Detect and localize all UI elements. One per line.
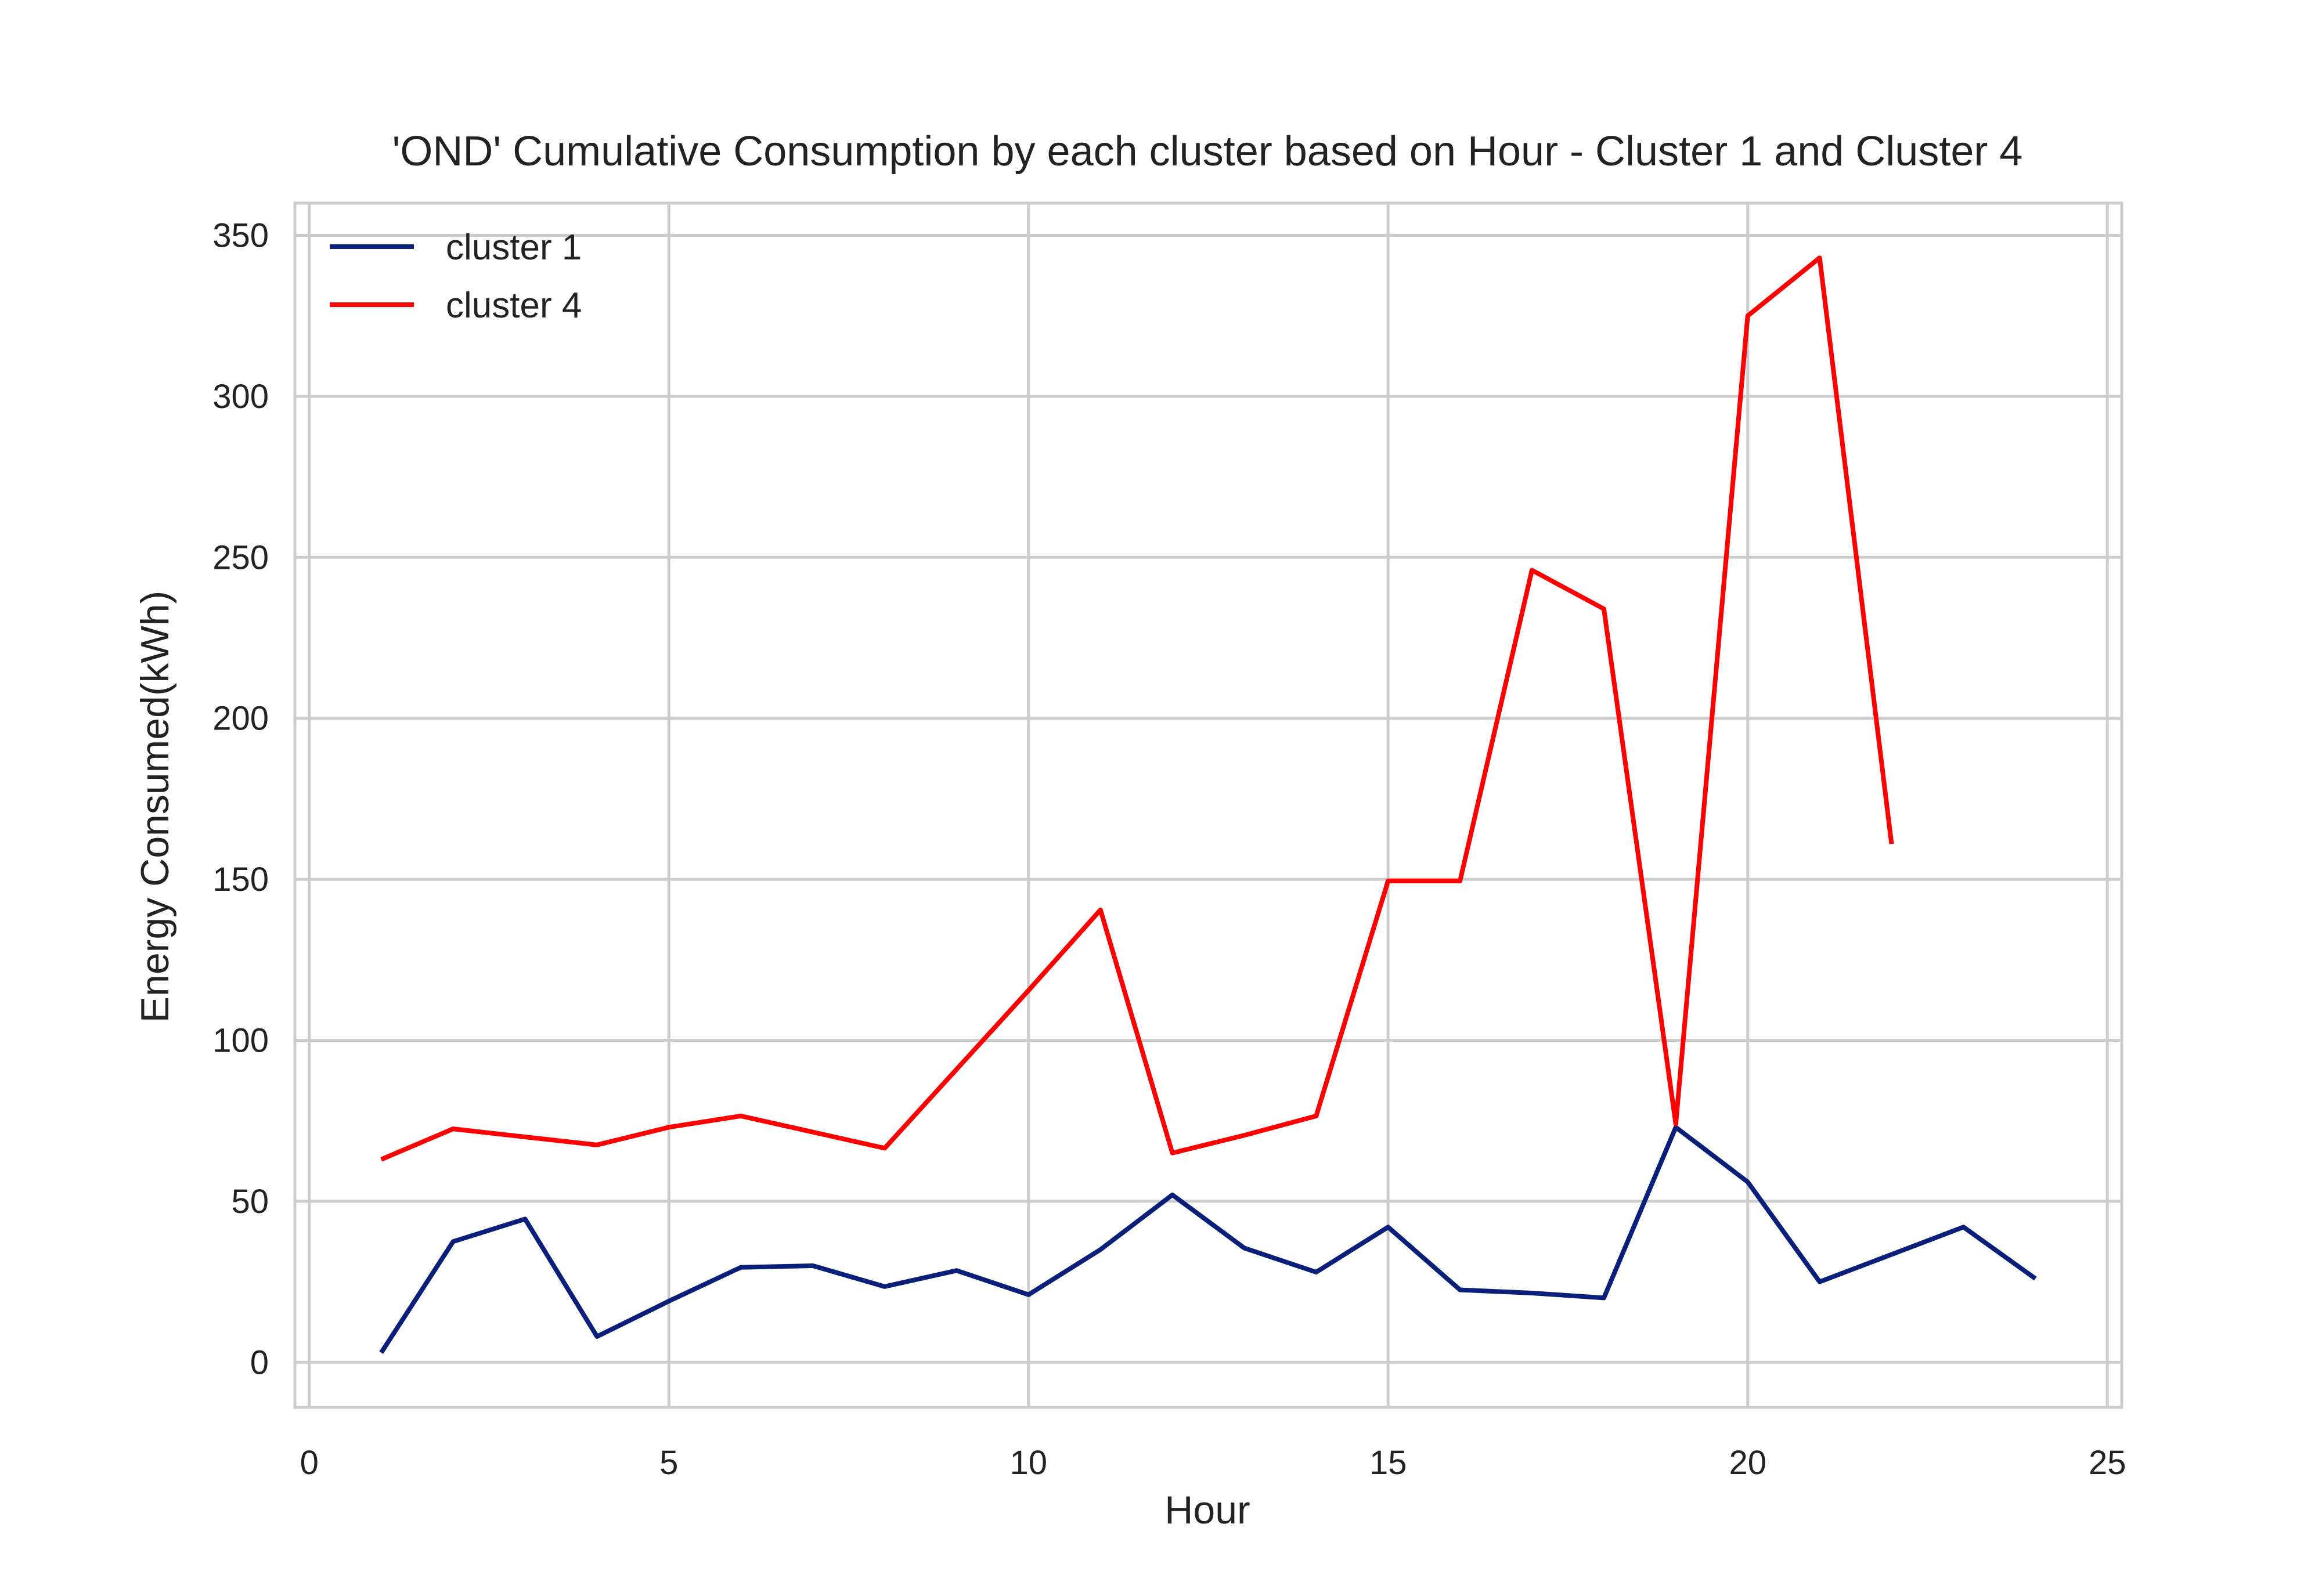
series-line-cluster-1 <box>379 1125 2037 1354</box>
series-line-cluster-4 <box>380 255 1894 1162</box>
x-axis-label: Hour <box>1164 1488 1250 1532</box>
y-tick-label: 300 <box>212 378 269 416</box>
grid-lines <box>295 203 2122 1407</box>
y-tick-label: 0 <box>250 1344 269 1381</box>
x-tick-label: 25 <box>2089 1444 2126 1482</box>
chart-title: 'OND' Cumulative Consumption by each clu… <box>392 128 2023 175</box>
y-tick-label: 350 <box>212 216 269 254</box>
y-tick-labels: 0 50 100 150 200 250 300 350 <box>212 216 269 1381</box>
y-tick-label: 150 <box>212 861 269 898</box>
x-tick-label: 10 <box>1009 1444 1047 1482</box>
y-tick-label: 250 <box>212 539 269 576</box>
x-tick-label: 5 <box>659 1444 678 1482</box>
y-tick-label: 50 <box>231 1183 269 1221</box>
legend-label: cluster 1 <box>446 228 582 268</box>
legend-label: cluster 4 <box>446 286 582 326</box>
plot-frame <box>293 201 2123 1409</box>
y-tick-label: 200 <box>212 700 269 738</box>
y-axis-label: Energy Consumed(kWh) <box>133 591 177 1023</box>
x-tick-label: 15 <box>1369 1444 1407 1482</box>
legend: cluster 1 cluster 4 <box>330 228 582 326</box>
x-tick-label: 0 <box>300 1444 319 1482</box>
x-tick-labels: 0 5 10 15 20 25 <box>300 1444 2126 1482</box>
x-tick-label: 20 <box>1729 1444 1766 1482</box>
series-lines <box>379 255 2037 1354</box>
y-tick-label: 100 <box>212 1022 269 1060</box>
